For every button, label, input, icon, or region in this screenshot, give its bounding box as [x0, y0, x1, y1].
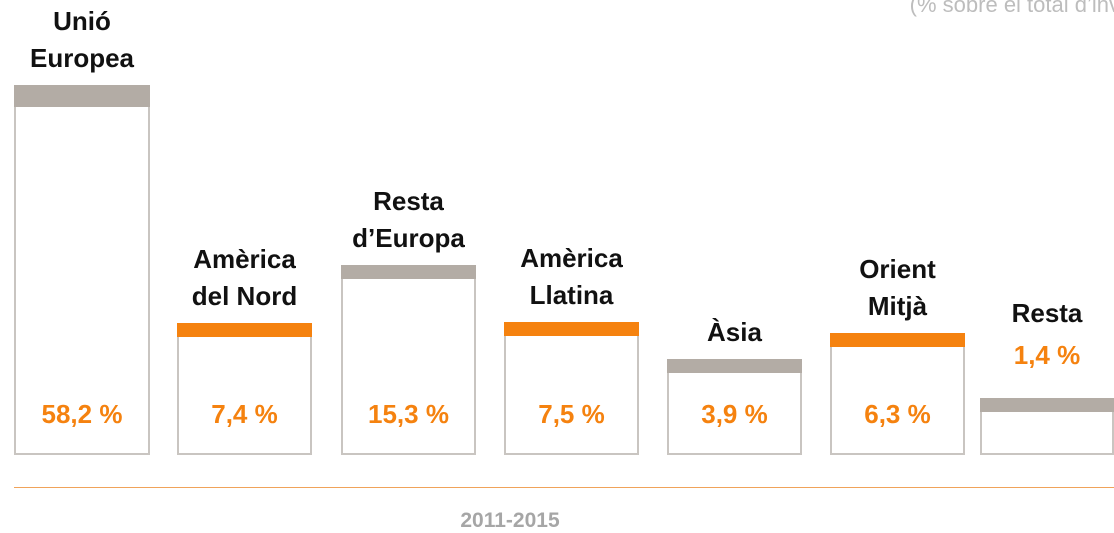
- bar-cap: [341, 265, 476, 280]
- value-label: 7,4 %: [211, 399, 278, 429]
- subtitle: (% sobre el total d’inv: [909, 0, 1114, 17]
- category-label: Amèrica del Nord: [191, 244, 298, 312]
- category-label: Resta: [1011, 297, 1083, 328]
- bar: [341, 265, 476, 455]
- value-label: 3,9 %: [701, 399, 768, 429]
- bar: [14, 85, 150, 455]
- value-label: 1,4 %: [1013, 339, 1081, 370]
- bar: [830, 333, 965, 455]
- value-label: 7,5 %: [538, 399, 605, 429]
- bar: [504, 322, 639, 455]
- category-label: Amèrica Llatina: [520, 243, 623, 311]
- bar-cap: [177, 323, 312, 338]
- category-label: Resta d’Europa: [352, 186, 465, 254]
- bar: [177, 323, 312, 455]
- value-label: 15,3 %: [368, 399, 449, 429]
- bar-cap: [504, 322, 639, 337]
- category-label: Àsia: [707, 317, 762, 348]
- bar-cap: [14, 85, 150, 107]
- bar-cap: [830, 333, 965, 348]
- bar: [667, 359, 802, 455]
- bar-cap: [667, 359, 802, 374]
- category-label: Unió Europea: [29, 6, 135, 73]
- bar: [980, 397, 1114, 455]
- baseline-rule: [14, 487, 1114, 488]
- value-label: 6,3 %: [864, 399, 931, 429]
- bar-cap: [980, 397, 1114, 412]
- x-axis-label: 2011-2015: [460, 509, 560, 532]
- value-label: 58,2 %: [41, 399, 123, 429]
- category-label: Orient Mitjà: [859, 254, 936, 322]
